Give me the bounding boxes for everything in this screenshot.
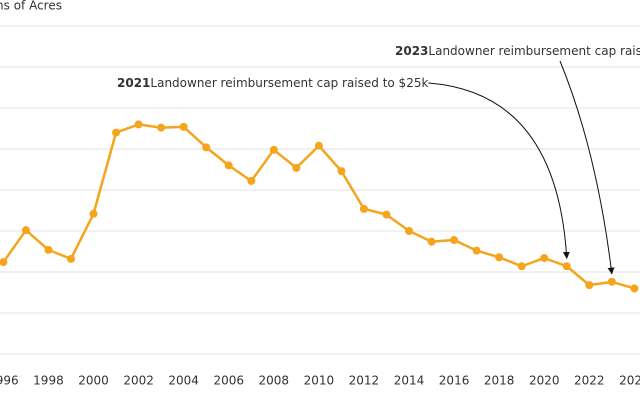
point <box>630 284 639 293</box>
point <box>337 167 346 176</box>
x-tick-label: 2008 <box>259 374 290 388</box>
point <box>517 262 526 271</box>
annotation-text: Landowner reimbursement cap raised to $2… <box>150 76 428 90</box>
point <box>472 246 481 255</box>
annotation-arrow <box>428 82 570 259</box>
x-tick-label: 2000 <box>78 374 109 388</box>
point <box>427 237 436 246</box>
annotation-text: Landowner reimbursement cap raised to $5… <box>428 44 640 58</box>
annotation-arrow <box>559 60 615 275</box>
x-tick-label: 2004 <box>168 374 199 388</box>
x-tick-label: 2018 <box>484 374 515 388</box>
y-axis-label: Millions of Acres <box>0 0 62 13</box>
x-tick-label: 1996 <box>0 374 19 388</box>
point <box>269 145 278 154</box>
annotation: 2021Landowner reimbursement cap raised t… <box>117 76 428 90</box>
point <box>405 227 414 235</box>
point <box>0 258 8 267</box>
annotation-year: 2023 <box>395 44 428 58</box>
x-tick-label: 1998 <box>33 374 64 388</box>
point <box>202 143 211 152</box>
x-tick-label: 2016 <box>439 374 470 388</box>
point <box>495 253 504 262</box>
point <box>44 245 53 254</box>
point <box>224 161 233 170</box>
point <box>382 210 391 219</box>
point <box>134 120 143 129</box>
x-tick-label: 2020 <box>529 374 560 388</box>
point <box>540 254 549 263</box>
point <box>112 128 121 137</box>
x-tick-label: 2006 <box>213 374 244 388</box>
point <box>89 209 98 218</box>
point <box>585 281 594 290</box>
annotation-year: 2021 <box>117 76 150 90</box>
point <box>562 262 571 271</box>
point <box>607 277 616 286</box>
x-tick-label: 2022 <box>574 374 605 388</box>
point <box>157 123 166 132</box>
point <box>247 176 256 185</box>
x-tick-label: 2014 <box>394 374 425 388</box>
x-tick-label: 2002 <box>123 374 154 388</box>
point <box>292 163 301 172</box>
point <box>450 236 459 245</box>
point <box>21 226 30 235</box>
point <box>66 254 75 263</box>
point <box>359 204 368 213</box>
x-tick-label: 2024 <box>619 374 640 388</box>
x-tick-label: 2010 <box>304 374 335 388</box>
point <box>314 141 323 150</box>
point <box>179 122 188 131</box>
annotation: 2023Landowner reimbursement cap raised t… <box>395 44 640 58</box>
x-tick-label: 2012 <box>349 374 380 388</box>
